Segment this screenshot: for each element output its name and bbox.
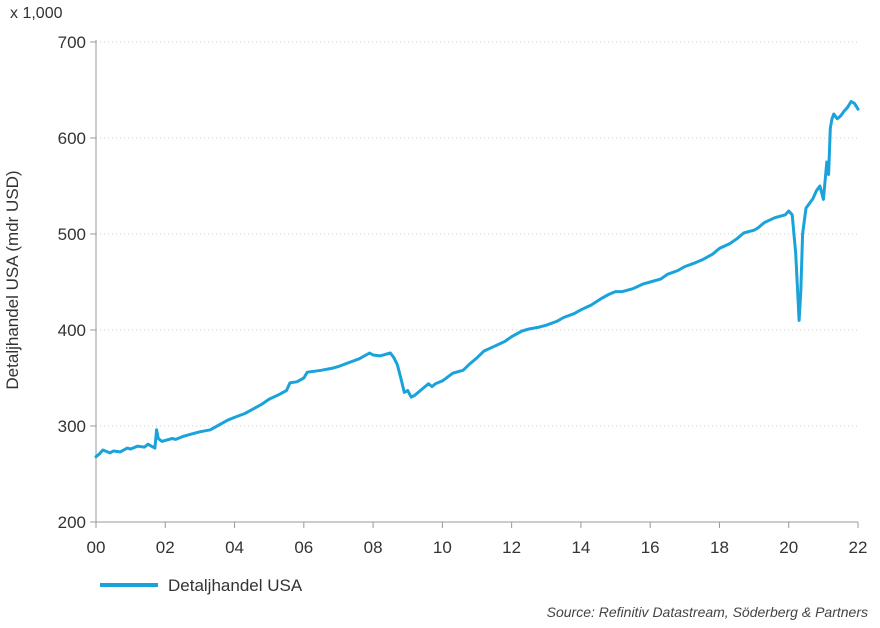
legend-label: Detaljhandel USA bbox=[168, 576, 303, 595]
axes bbox=[95, 40, 858, 523]
x-tick-label: 18 bbox=[710, 538, 729, 557]
y-axis-multiplier: x 1,000 bbox=[10, 5, 63, 22]
series-line-detaljhandel-usa bbox=[94, 100, 860, 459]
x-tick-label: 16 bbox=[641, 538, 660, 557]
y-tick-label: 300 bbox=[58, 417, 86, 436]
y-tick-label: 400 bbox=[58, 321, 86, 340]
series-layer bbox=[94, 100, 860, 459]
y-axis-ticks: 200 300 400 500 600 700 bbox=[58, 33, 96, 532]
source-note: Source: Refinitiv Datastream, Söderberg … bbox=[546, 604, 868, 620]
gridlines bbox=[96, 41, 858, 427]
x-tick-label: 02 bbox=[156, 538, 175, 557]
x-tick-label: 20 bbox=[779, 538, 798, 557]
x-tick-label: 10 bbox=[433, 538, 452, 557]
x-tick-label: 14 bbox=[571, 538, 590, 557]
x-tick-label: 04 bbox=[225, 538, 244, 557]
x-tick-label: 06 bbox=[294, 538, 313, 557]
y-tick-label: 600 bbox=[58, 129, 86, 148]
x-tick-label: 08 bbox=[364, 538, 383, 557]
x-tick-label: 12 bbox=[502, 538, 521, 557]
x-tick-label: 22 bbox=[849, 538, 868, 557]
y-axis-label: Detaljhandel USA (mdr USD) bbox=[3, 170, 22, 389]
x-tick-label: 00 bbox=[87, 538, 106, 557]
legend: Detaljhandel USA bbox=[100, 576, 303, 595]
y-tick-label: 700 bbox=[58, 33, 86, 52]
x-axis-ticks: 00 02 04 06 08 10 12 14 16 18 20 22 bbox=[87, 522, 868, 557]
y-tick-label: 500 bbox=[58, 225, 86, 244]
y-tick-label: 200 bbox=[58, 513, 86, 532]
